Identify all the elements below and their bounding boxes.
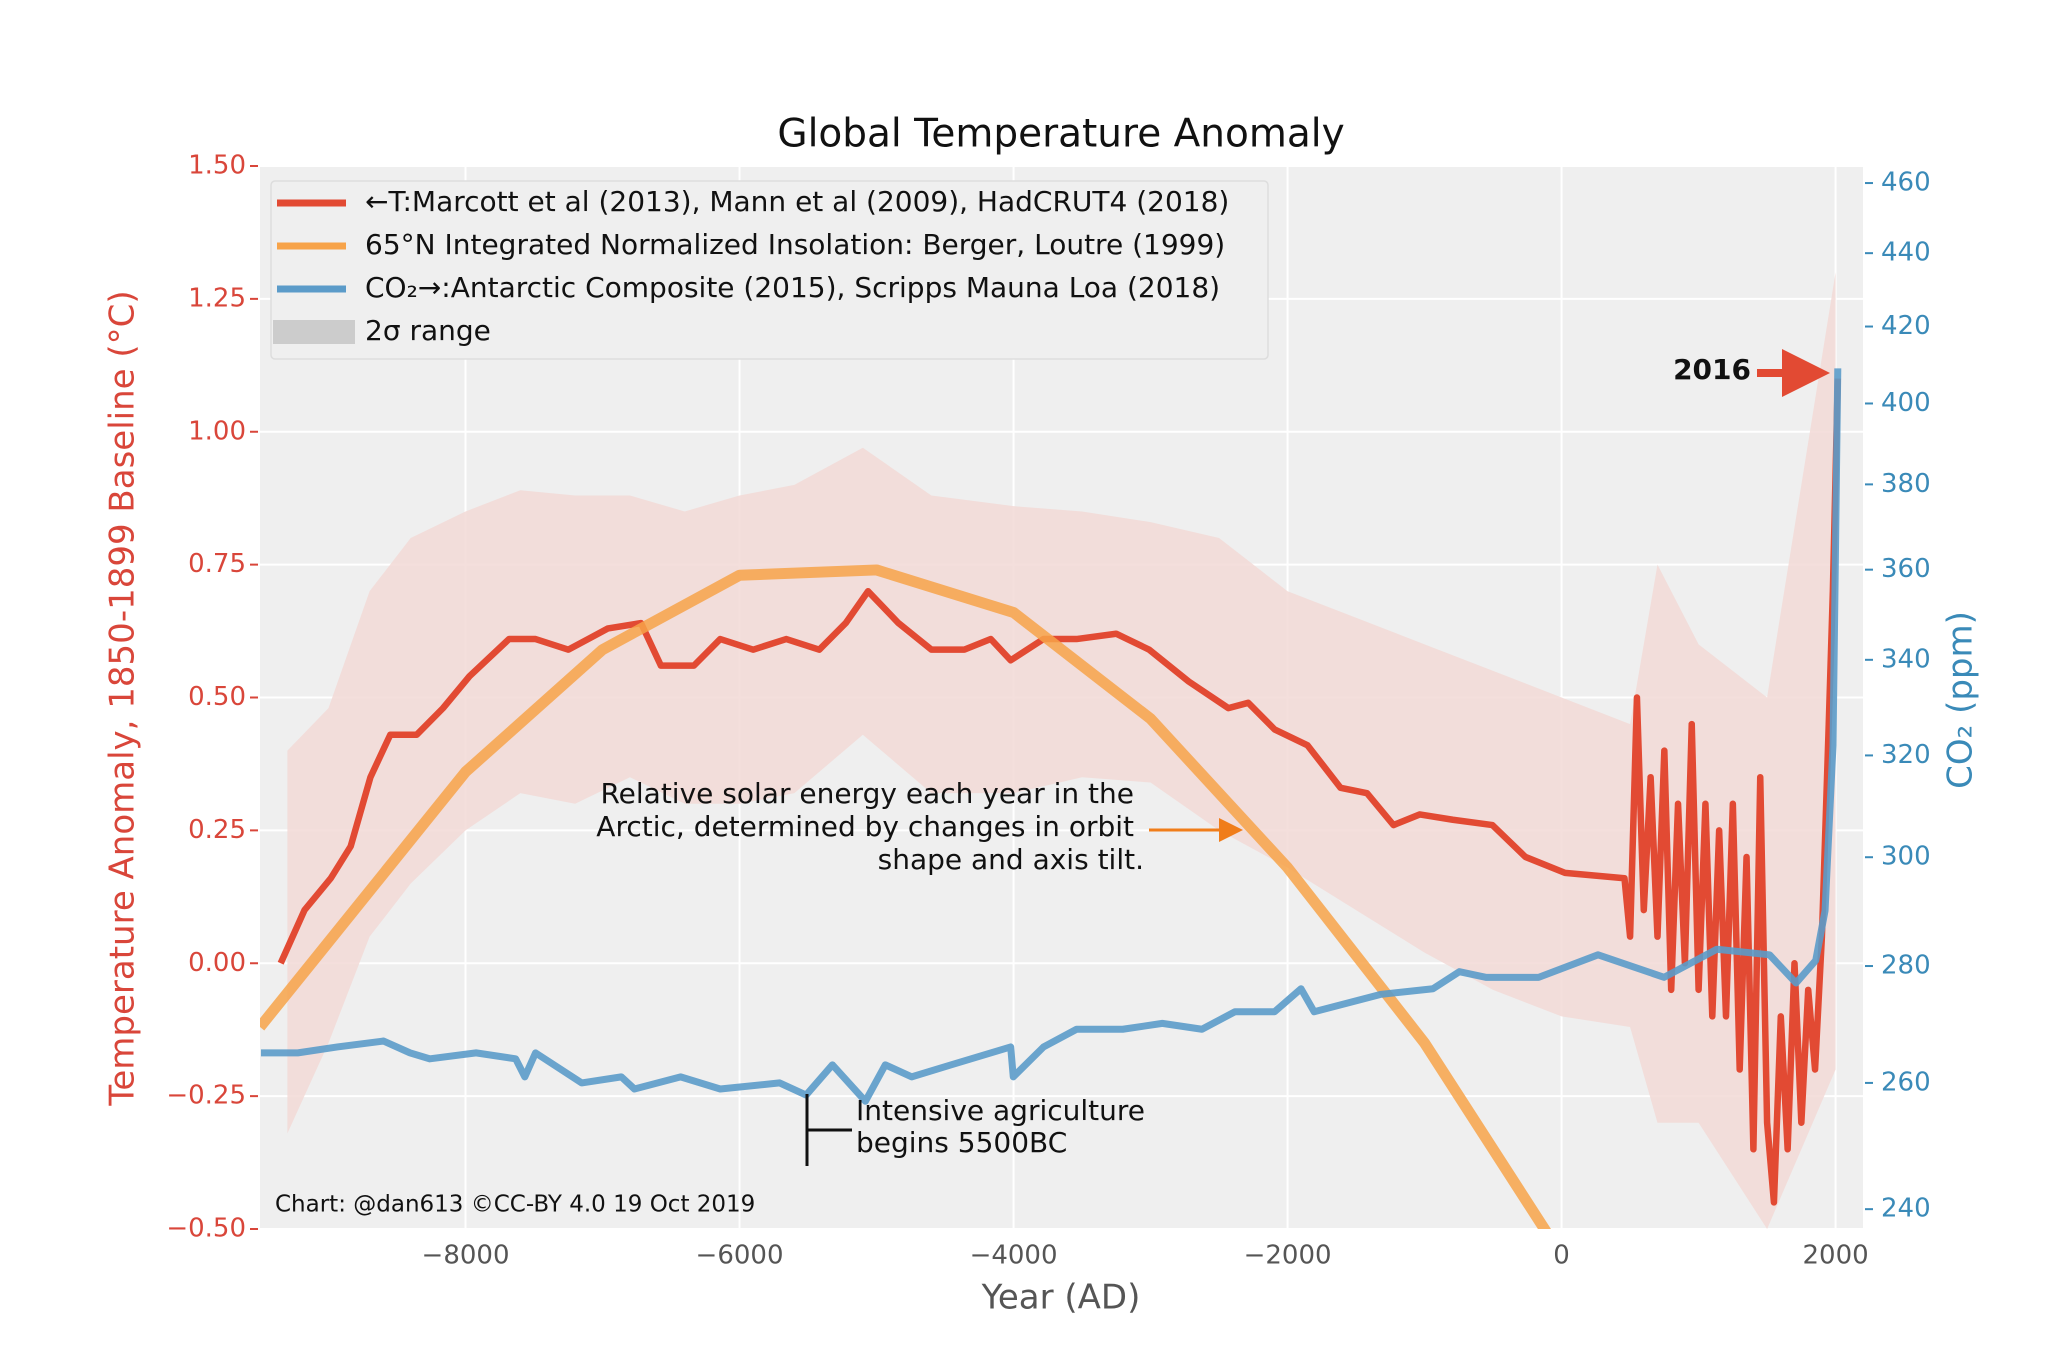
y-tick-label: −0.25 — [166, 1081, 246, 1111]
x-tick-label: −6000 — [696, 1241, 784, 1271]
y-tick-label: 0.25 — [188, 815, 246, 845]
annotation-text: begins 5500BC — [856, 1126, 1067, 1159]
credit-text: Chart: @dan613 ©CC-BY 4.0 19 Oct 2019 — [275, 1192, 755, 1218]
x-tick-label: 0 — [1553, 1241, 1570, 1271]
y2-tick-label: 320 — [1881, 740, 1931, 770]
y-tick-label: −0.50 — [166, 1214, 246, 1244]
y2-tick-label: 260 — [1881, 1067, 1931, 1097]
x-tick-label: −4000 — [970, 1241, 1058, 1271]
y-tick-label: 1.50 — [188, 151, 246, 181]
y2-tick-label: 440 — [1881, 238, 1931, 268]
y-tick-label: 1.25 — [188, 283, 246, 313]
annotation-text: shape and axis tilt. — [878, 843, 1144, 876]
y2-tick-label: 460 — [1881, 168, 1931, 198]
y2-tick-label: 360 — [1881, 554, 1931, 584]
y-tick-label: 0.50 — [188, 682, 246, 712]
legend-label: CO₂→:Antarctic Composite (2015), Scripps… — [365, 271, 1220, 304]
y2-tick-label: 400 — [1881, 388, 1931, 418]
annotation-text: Arctic, determined by changes in orbit — [596, 810, 1134, 843]
y2-tick-label: 420 — [1881, 311, 1931, 341]
x-tick-label: −2000 — [1244, 1241, 1332, 1271]
y2-axis-label: CO₂ (ppm) — [1941, 611, 1981, 789]
y2-tick-label: 380 — [1881, 469, 1931, 499]
series-line — [260, 368, 1842, 1105]
y2-tick-label: 340 — [1881, 644, 1931, 674]
legend-label: ←T:Marcott et al (2013), Mann et al (200… — [365, 185, 1229, 218]
y-tick-label: 0.75 — [188, 549, 246, 579]
range-band — [287, 272, 1836, 1229]
legend-swatch — [273, 320, 355, 344]
x-axis-label: Year (AD) — [981, 1278, 1141, 1318]
y-axis-label: Temperature Anomaly, 1850-1899 Baseline … — [103, 290, 143, 1106]
annotation-text: Relative solar energy each year in the — [600, 777, 1134, 810]
legend-label: 2σ range — [365, 314, 491, 347]
annotation-bracket — [805, 1094, 852, 1166]
x-tick-label: 2000 — [1803, 1241, 1869, 1271]
legend-label: 65°N Integrated Normalized Insolation: B… — [365, 228, 1225, 261]
y2-tick-label: 240 — [1881, 1194, 1931, 1224]
x-tick-label: −8000 — [422, 1241, 510, 1271]
highlight-label: 2016 — [1673, 353, 1751, 386]
y2-tick-label: 280 — [1881, 951, 1931, 981]
y-tick-label: 1.00 — [188, 416, 246, 446]
y2-tick-label: 300 — [1881, 842, 1931, 872]
y-tick-label: 0.00 — [188, 948, 246, 978]
chart-title: Global Temperature Anomaly — [777, 112, 1344, 157]
legend-box — [270, 180, 1269, 360]
series-line — [260, 564, 1552, 1229]
series-line — [277, 378, 1842, 1206]
annotation-text: Intensive agriculture — [856, 1094, 1145, 1127]
